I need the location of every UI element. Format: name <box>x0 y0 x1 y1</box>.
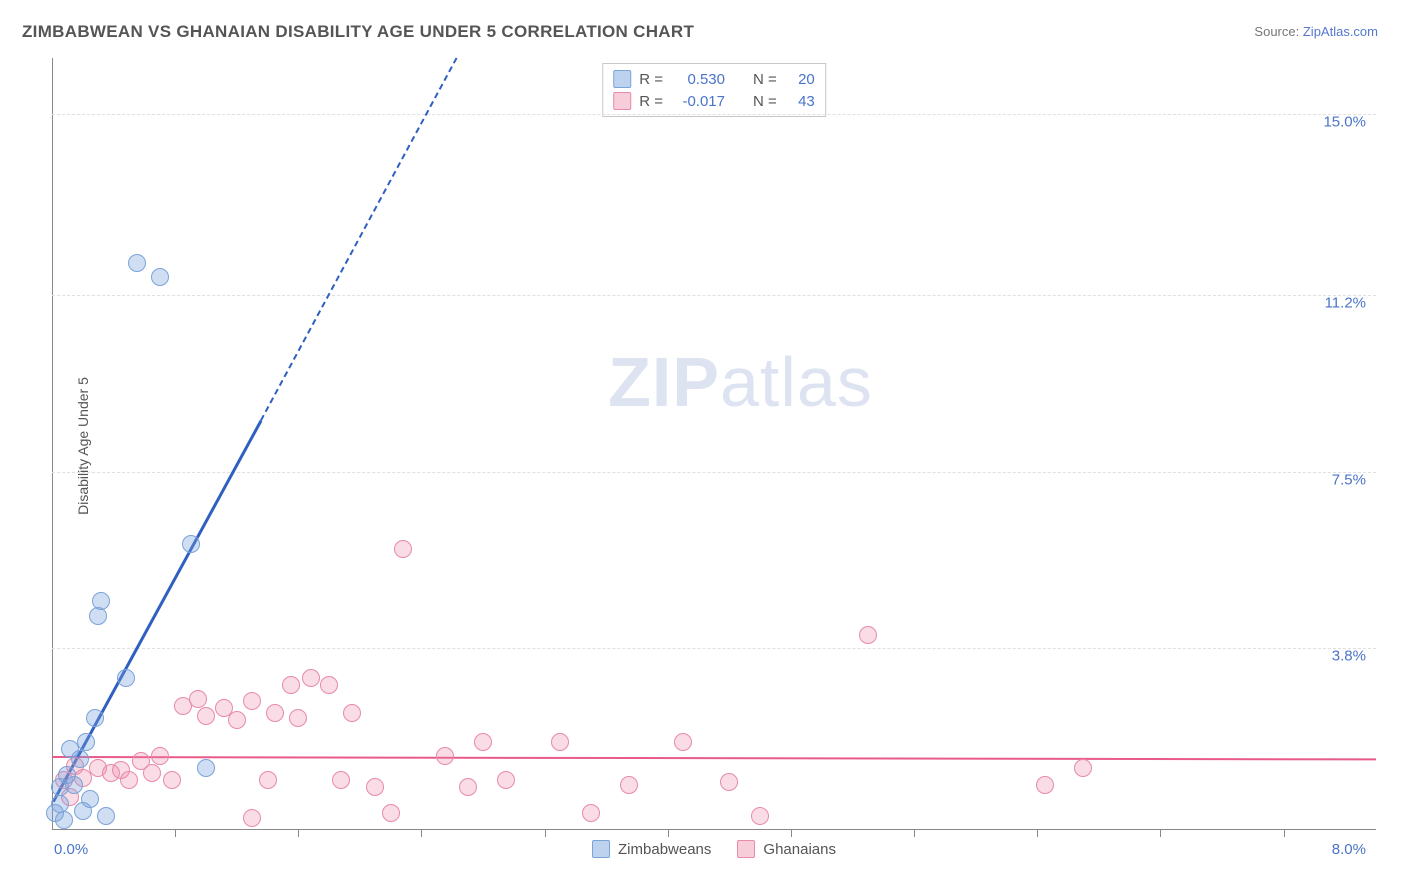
y-axis <box>52 58 53 830</box>
data-point <box>1036 776 1054 794</box>
data-point <box>382 804 400 822</box>
data-point <box>151 747 169 765</box>
trend-line <box>52 756 1376 760</box>
x-tick <box>1284 830 1285 837</box>
source-link[interactable]: ZipAtlas.com <box>1303 24 1378 39</box>
data-point <box>474 733 492 751</box>
data-point <box>92 592 110 610</box>
x-axis <box>52 829 1376 830</box>
x-tick <box>1160 830 1161 837</box>
legend-row-ghanaians: R = -0.017 N = 43 <box>613 90 815 112</box>
data-point <box>266 704 284 722</box>
data-point <box>289 709 307 727</box>
x-tick <box>1037 830 1038 837</box>
data-point <box>197 759 215 777</box>
y-tick-label: 3.8% <box>1332 647 1366 664</box>
data-point <box>620 776 638 794</box>
data-point <box>1074 759 1092 777</box>
x-tick <box>421 830 422 837</box>
source-label: Source: <box>1254 24 1299 39</box>
data-point <box>497 771 515 789</box>
x-tick <box>175 830 176 837</box>
data-point <box>302 669 320 687</box>
grid-line <box>52 648 1376 649</box>
data-point <box>674 733 692 751</box>
data-point <box>86 709 104 727</box>
data-point <box>65 776 83 794</box>
data-point <box>51 795 69 813</box>
x-max-label: 8.0% <box>1332 841 1366 858</box>
swatch-ghanaians <box>613 92 631 110</box>
data-point <box>859 626 877 644</box>
trend-line <box>260 58 457 421</box>
grid-line <box>52 114 1376 115</box>
data-point <box>182 535 200 553</box>
legend-item-ghanaians: Ghanaians <box>737 840 836 858</box>
y-tick-label: 7.5% <box>1332 471 1366 488</box>
correlation-legend: R = 0.530 N = 20 R = -0.017 N = 43 <box>602 63 826 117</box>
scatter-plot: ZIPatlas R = 0.530 N = 20 R = -0.017 N =… <box>52 58 1376 830</box>
source-attribution: Source: ZipAtlas.com <box>1254 24 1378 39</box>
data-point <box>720 773 738 791</box>
data-point <box>197 707 215 725</box>
legend-item-zimbabweans: Zimbabweans <box>592 840 711 858</box>
chart-title: ZIMBABWEAN VS GHANAIAN DISABILITY AGE UN… <box>22 22 694 42</box>
data-point <box>97 807 115 825</box>
x-tick <box>545 830 546 837</box>
data-point <box>366 778 384 796</box>
data-point <box>551 733 569 751</box>
x-tick <box>914 830 915 837</box>
swatch-zimbabweans <box>613 70 631 88</box>
data-point <box>259 771 277 789</box>
grid-line <box>52 472 1376 473</box>
data-point <box>77 733 95 751</box>
data-point <box>243 809 261 827</box>
x-origin-label: 0.0% <box>54 841 88 858</box>
data-point <box>71 750 89 768</box>
data-point <box>320 676 338 694</box>
data-point <box>120 771 138 789</box>
data-point <box>128 254 146 272</box>
data-point <box>436 747 454 765</box>
data-point <box>343 704 361 722</box>
x-tick <box>298 830 299 837</box>
x-tick <box>791 830 792 837</box>
swatch-zimbabweans <box>592 840 610 858</box>
data-point <box>143 764 161 782</box>
watermark: ZIPatlas <box>608 342 873 422</box>
data-point <box>55 811 73 829</box>
data-point <box>163 771 181 789</box>
y-tick-label: 11.2% <box>1325 295 1366 312</box>
x-tick <box>668 830 669 837</box>
data-point <box>751 807 769 825</box>
data-point <box>243 692 261 710</box>
series-legend: Zimbabweans Ghanaians <box>592 840 836 858</box>
data-point <box>81 790 99 808</box>
data-point <box>332 771 350 789</box>
data-point <box>228 711 246 729</box>
legend-row-zimbabweans: R = 0.530 N = 20 <box>613 68 815 90</box>
data-point <box>459 778 477 796</box>
swatch-ghanaians <box>737 840 755 858</box>
y-tick-label: 15.0% <box>1323 114 1366 131</box>
data-point <box>282 676 300 694</box>
data-point <box>151 268 169 286</box>
data-point <box>394 540 412 558</box>
data-point <box>582 804 600 822</box>
data-point <box>189 690 207 708</box>
grid-line <box>52 295 1376 296</box>
data-point <box>117 669 135 687</box>
